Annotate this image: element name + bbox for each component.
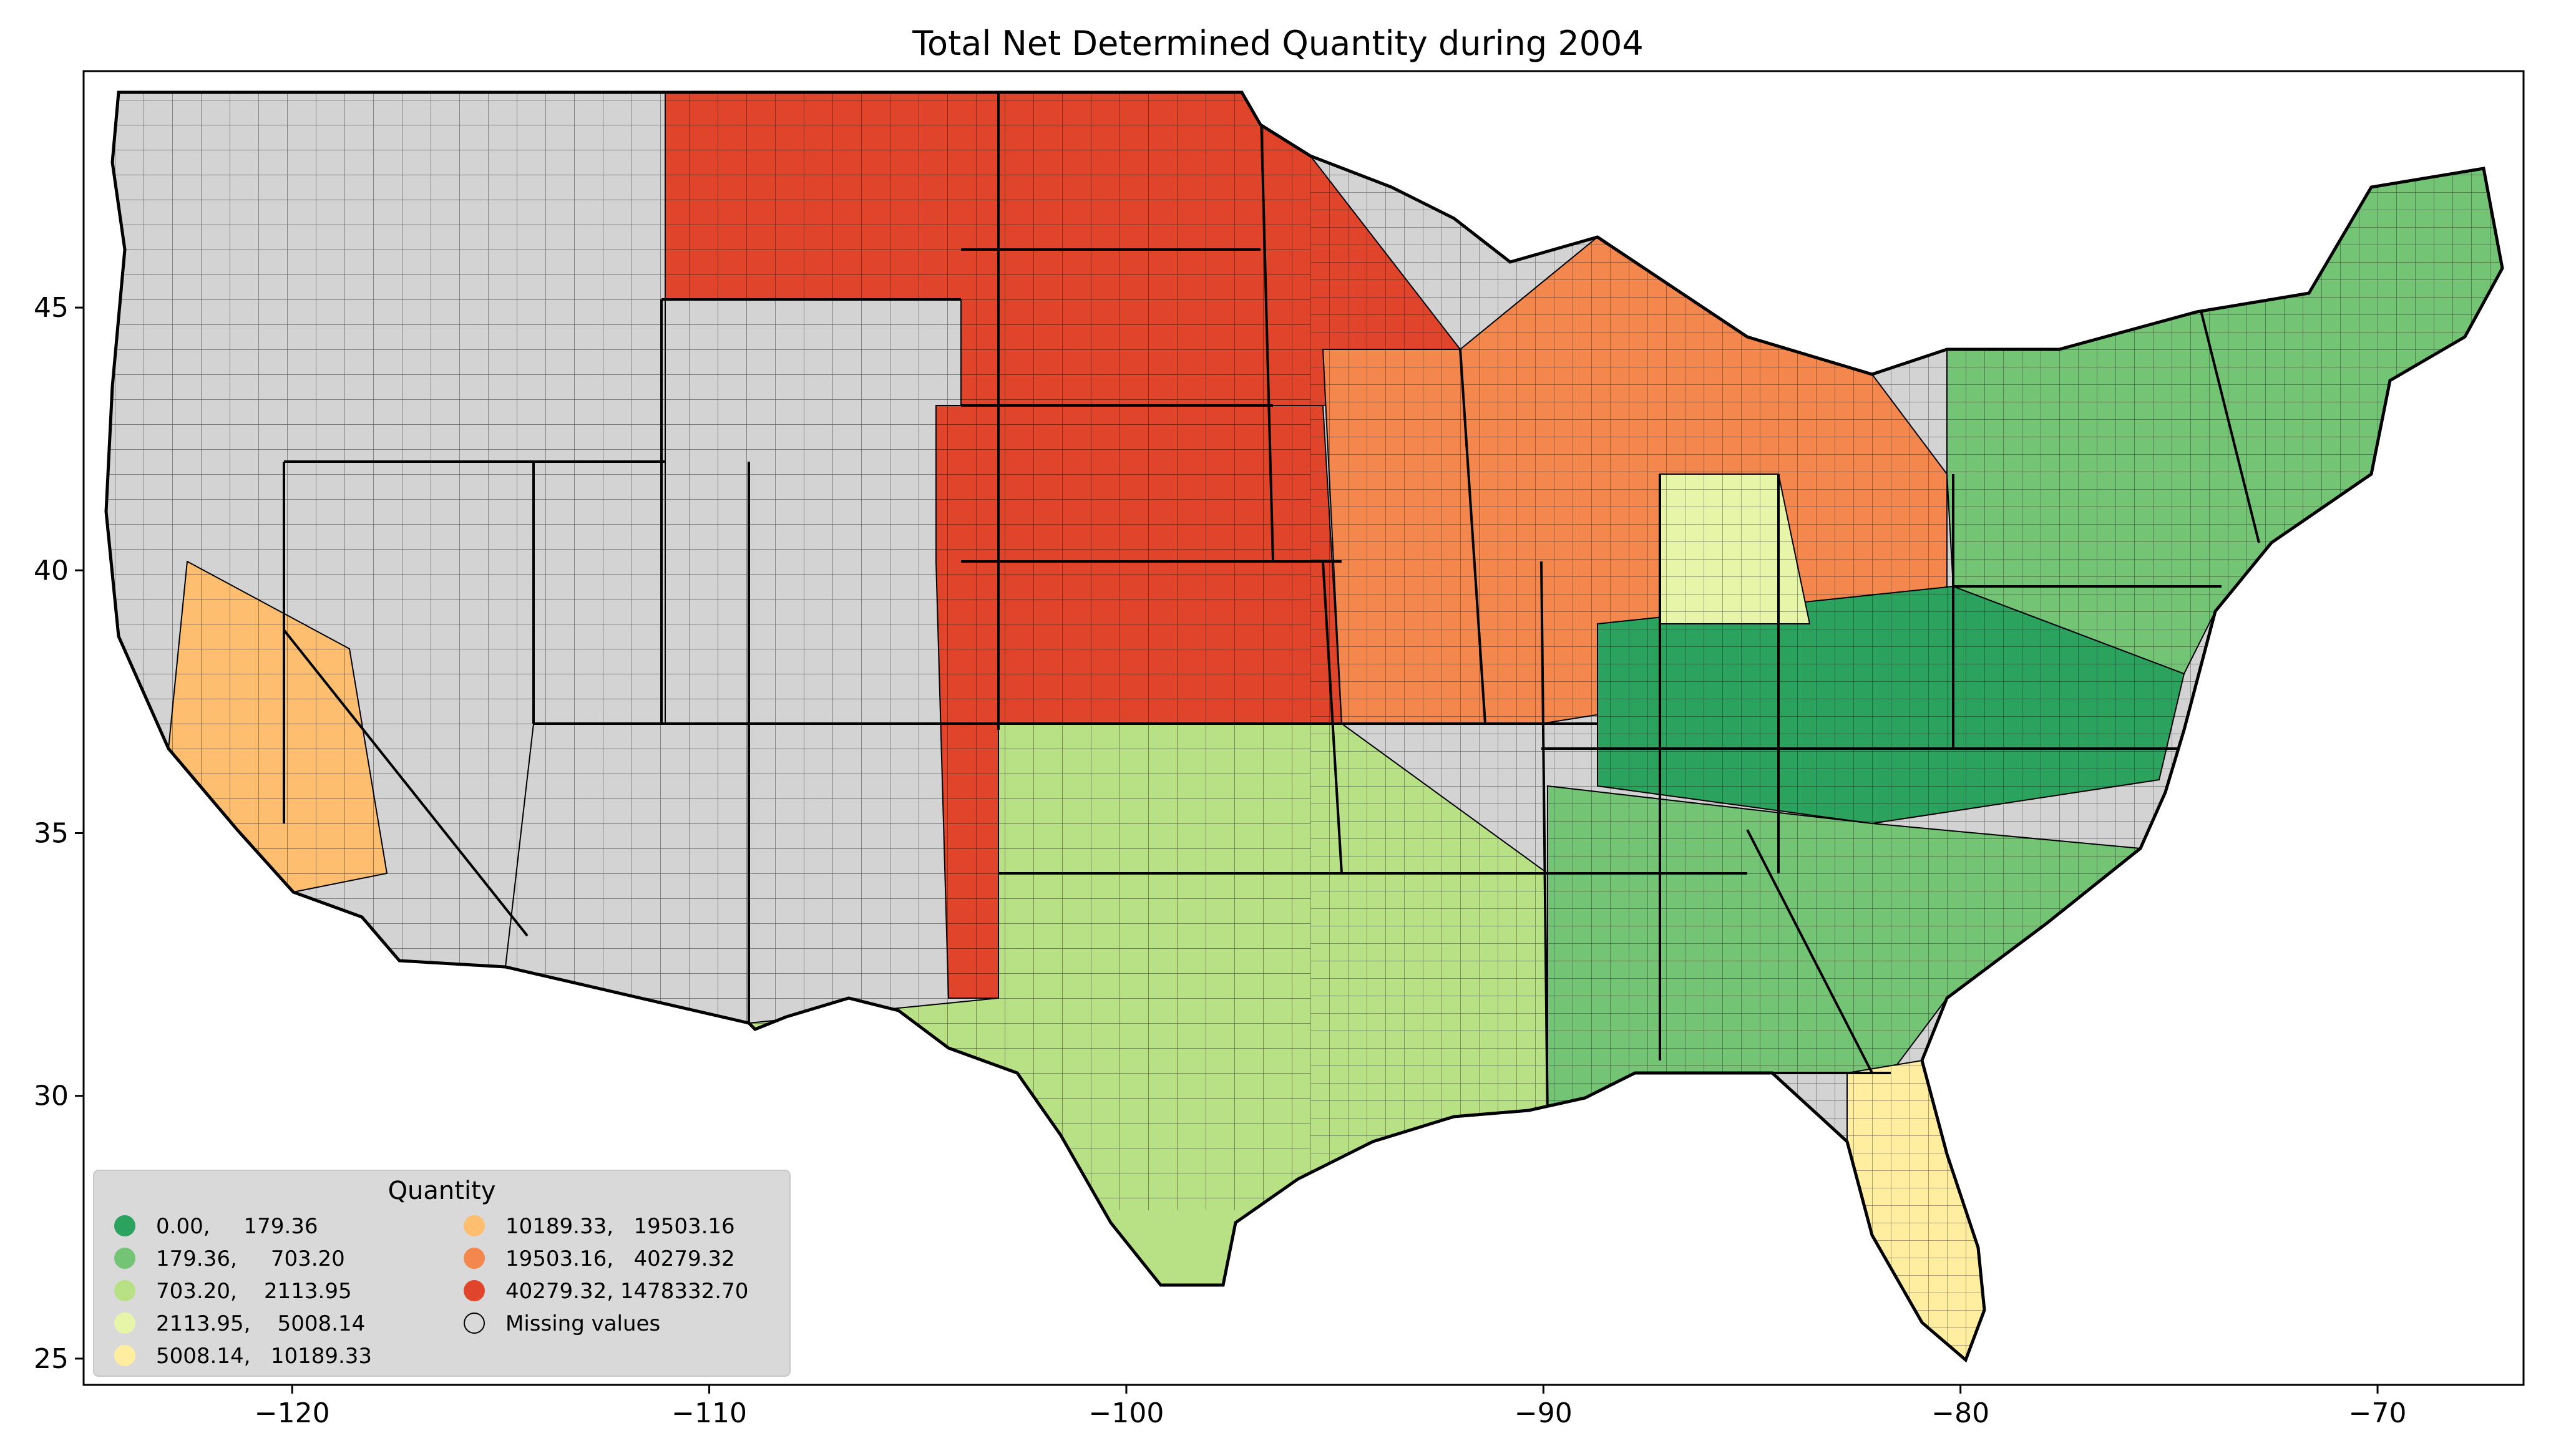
- legend-label: 19503.16, 40279.32: [505, 1246, 735, 1271]
- y-tick-label: 35: [34, 817, 69, 849]
- y-tick-label: 40: [34, 555, 69, 586]
- legend-label: 5008.14, 10189.33: [156, 1344, 372, 1369]
- x-tick-label: −70: [2349, 1397, 2407, 1429]
- x-tick-label: −110: [671, 1397, 747, 1429]
- legend-label: 40279.32, 1478332.70: [505, 1279, 748, 1304]
- legend-label: 0.00, 179.36: [156, 1214, 318, 1239]
- x-tick-label: −120: [255, 1397, 330, 1429]
- x-tick-label: −90: [1515, 1397, 1573, 1429]
- legend-title: Quantity: [388, 1177, 496, 1205]
- x-tick-label: −80: [1931, 1397, 1989, 1429]
- legend-marker: [114, 1215, 135, 1236]
- x-axis: −120 −110 −100 −90 −80 −70: [255, 1385, 2407, 1429]
- legend-marker: [114, 1280, 135, 1301]
- legend-label: 10189.33, 19503.16: [505, 1214, 735, 1239]
- legend-marker: [464, 1215, 485, 1236]
- legend-label: Missing values: [505, 1311, 660, 1336]
- y-axis: 25 30 35 40 45: [34, 292, 84, 1375]
- legend-marker: [114, 1313, 135, 1334]
- y-tick-label: 30: [34, 1080, 69, 1112]
- legend-marker: [114, 1345, 135, 1366]
- legend-marker: [464, 1313, 485, 1334]
- legend-label: 2113.95, 5008.14: [156, 1311, 365, 1336]
- legend-label: 179.36, 703.20: [156, 1246, 345, 1271]
- legend-marker: [464, 1248, 485, 1269]
- legend-label: 703.20, 2113.95: [156, 1279, 352, 1304]
- legend-box: [93, 1170, 791, 1377]
- legend: Quantity 0.00, 179.36 179.36, 703.20 703.2…: [93, 1170, 791, 1377]
- y-tick-label: 25: [34, 1343, 69, 1375]
- map-title: Total Net Determined Quantity during 200…: [912, 24, 1644, 63]
- legend-marker: [114, 1248, 135, 1269]
- y-tick-label: 45: [34, 292, 69, 324]
- x-tick-label: −100: [1089, 1397, 1164, 1429]
- legend-marker: [464, 1280, 485, 1301]
